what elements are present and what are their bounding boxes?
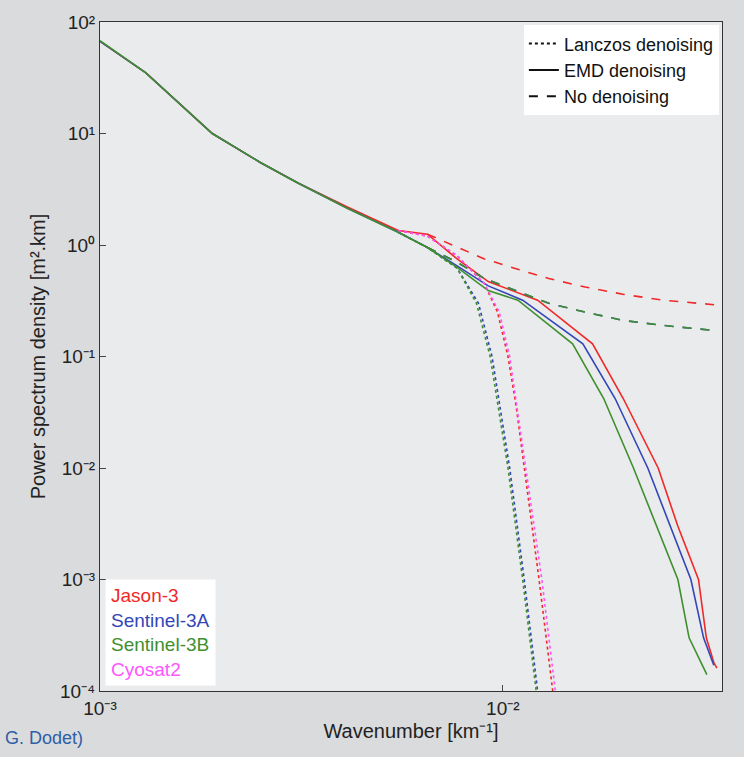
svg-text:Jason-3Sentinel-3ASentinel-3BC: Jason-3Sentinel-3ASentinel-3BCyosat2 [111,585,210,680]
svg-text:10⁰: 10⁰ [67,235,95,256]
svg-text:Power spectrum density [m².km]: Power spectrum density [m².km] [27,214,49,500]
svg-text:10⁻²: 10⁻² [486,698,519,719]
svg-text:10⁻³: 10⁻³ [83,698,116,719]
svg-text:EMD denoising: EMD denoising [564,61,686,81]
svg-text:Lanczos denoising: Lanczos denoising [564,35,713,55]
svg-text:10⁻³: 10⁻³ [62,569,95,590]
svg-text:10¹: 10¹ [68,123,95,144]
svg-text:10²: 10² [68,12,95,33]
svg-text:No denoising: No denoising [564,87,669,107]
svg-text:10⁻⁴: 10⁻⁴ [60,681,95,702]
svg-text:10⁻²: 10⁻² [62,458,95,479]
svg-text:G. Dodet): G. Dodet) [5,728,83,748]
svg-text:10⁻¹: 10⁻¹ [62,346,95,367]
svg-text:Wavenumber [km⁻¹]: Wavenumber [km⁻¹] [323,720,498,742]
